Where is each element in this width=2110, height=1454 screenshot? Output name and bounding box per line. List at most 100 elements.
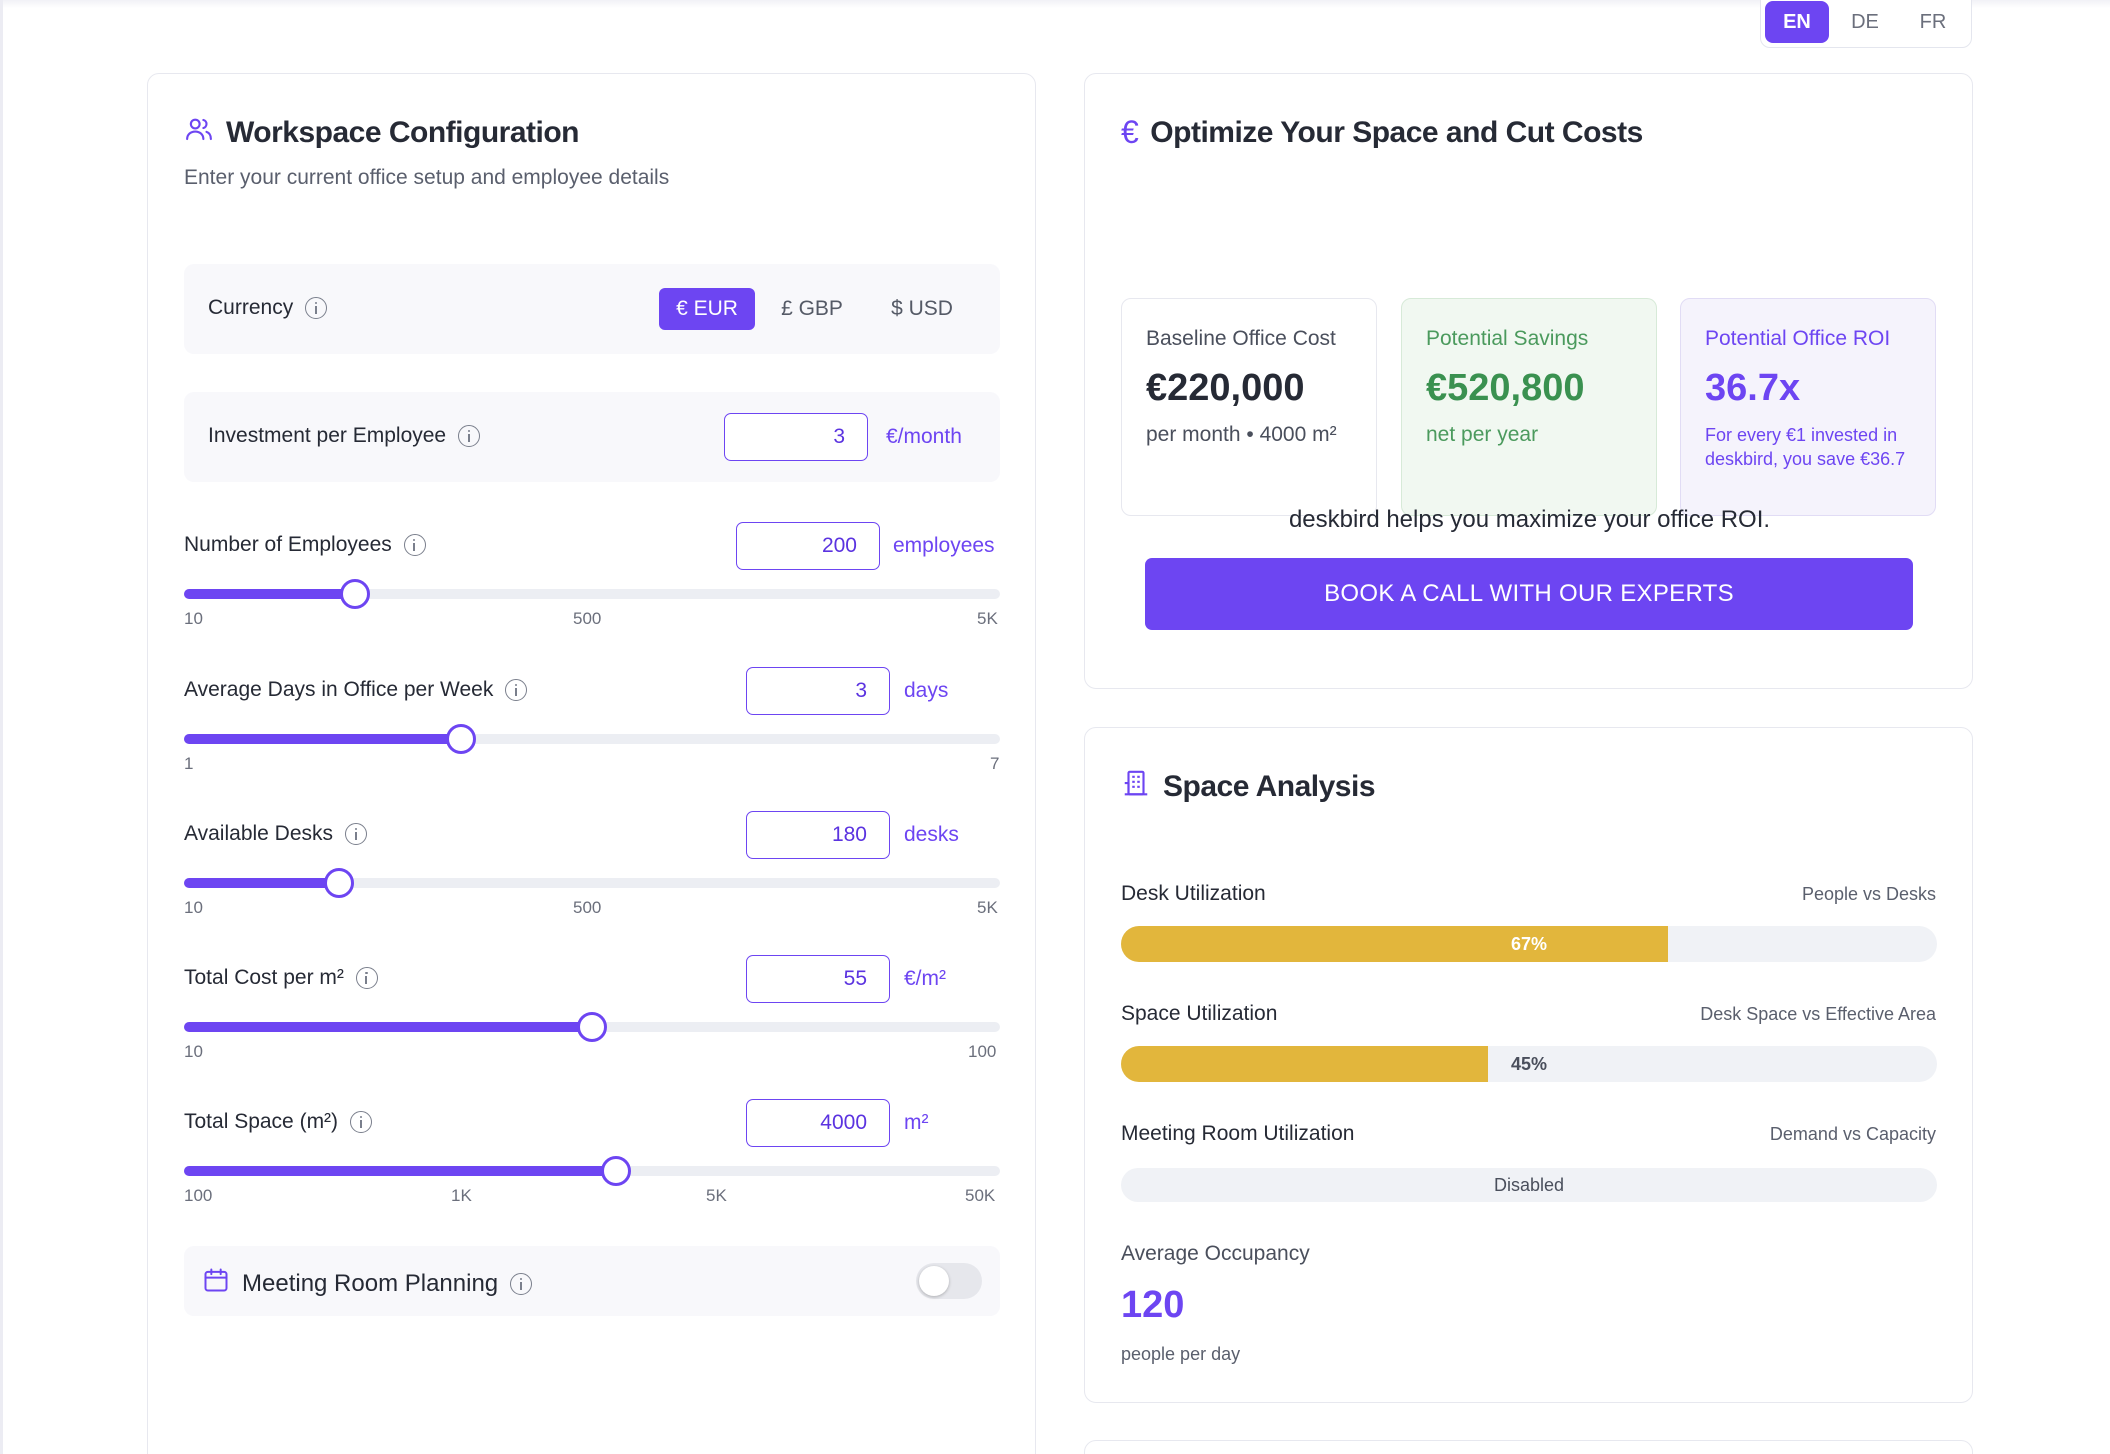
savings-sub: net per year (1426, 423, 1539, 446)
occupancy-sub: people per day (1121, 1344, 1241, 1364)
meeting-util-label: Meeting Room Utilization (1121, 1122, 1355, 1145)
desks-unit: desks (904, 823, 959, 846)
desks-label-text: Available Desks (184, 822, 334, 845)
space-label: Total Space (m²) (184, 1110, 373, 1134)
info-icon[interactable] (403, 534, 426, 556)
occupancy-value: 120 (1121, 1284, 1185, 1326)
meeting-room-panel: Meeting Room Planning (184, 1246, 1000, 1316)
next-card (1084, 1440, 1973, 1454)
currency-eur-button[interactable]: € EUR (659, 288, 755, 330)
cost-unit: €/m² (904, 967, 946, 990)
tick-label: 100 (968, 1042, 997, 1061)
space-util-percent: 45% (1510, 1054, 1548, 1074)
employees-slider-thumb[interactable] (340, 579, 371, 609)
cost-slider[interactable] (184, 1012, 1000, 1042)
analysis-title: Space Analysis (1121, 768, 1376, 806)
lang-en-button[interactable]: EN (1765, 1, 1829, 43)
tick-label: 500 (573, 898, 602, 917)
roi-sub: For every €1 invested in deskbird, you s… (1705, 425, 1906, 469)
days-unit: days (904, 679, 949, 702)
workspace-config-card: Workspace Configuration Enter your curre… (147, 73, 1036, 1454)
euro-icon: € (1121, 114, 1139, 150)
currency-gbp-button[interactable]: £ GBP (781, 297, 843, 320)
baseline-cost-card: Baseline Office Cost €220,000 per month … (1121, 298, 1377, 516)
tick-label: 5K (977, 609, 998, 628)
tick-label: 7 (990, 754, 1000, 773)
space-util-sub: Desk Space vs Effective Area (1700, 1004, 1936, 1024)
info-icon[interactable] (350, 1111, 373, 1133)
meeting-util-sub: Demand vs Capacity (1769, 1124, 1936, 1144)
config-title-text: Workspace Configuration (226, 116, 579, 149)
employees-slider-fill (184, 589, 356, 599)
users-icon (184, 114, 214, 152)
space-analysis-card: Space Analysis Desk Utilization People v… (1084, 727, 1973, 1403)
tick-label: 10 (184, 898, 203, 917)
roi-label: Potential Office ROI (1705, 327, 1891, 350)
desk-util-label: Desk Utilization (1121, 882, 1266, 905)
space-slider-thumb[interactable] (601, 1156, 632, 1186)
tick-label: 500 (573, 609, 602, 628)
meeting-room-label-text: Meeting Room Planning (242, 1269, 499, 1297)
investment-label: Investment per Employee (208, 424, 481, 448)
cost-input[interactable] (746, 955, 890, 1003)
tick-label: 5K (977, 898, 998, 917)
cost-label-text: Total Cost per m² (184, 966, 344, 989)
info-icon[interactable] (355, 967, 378, 989)
optimize-title: € Optimize Your Space and Cut Costs (1121, 114, 1643, 151)
optimize-title-text: Optimize Your Space and Cut Costs (1150, 115, 1643, 149)
days-slider[interactable] (184, 724, 1000, 754)
days-input[interactable] (746, 667, 890, 715)
employees-label-text: Number of Employees (184, 533, 392, 556)
potential-savings-card: Potential Savings €520,800 net per year (1401, 298, 1657, 516)
cost-slider-thumb[interactable] (577, 1012, 607, 1042)
book-call-button[interactable]: BOOK A CALL WITH OUR EXPERTS (1145, 558, 1913, 630)
info-icon[interactable] (510, 1272, 533, 1295)
investment-label-text: Investment per Employee (208, 424, 447, 447)
info-icon[interactable] (505, 679, 528, 701)
cost-label: Total Cost per m² (184, 966, 378, 990)
space-unit: m² (904, 1111, 929, 1134)
employees-input[interactable] (736, 522, 880, 570)
employees-label: Number of Employees (184, 533, 426, 557)
desks-slider-fill (184, 878, 340, 888)
desks-input[interactable] (746, 811, 890, 859)
info-icon[interactable] (345, 823, 368, 845)
space-input[interactable] (746, 1099, 890, 1147)
tick-label: 10 (184, 1042, 203, 1061)
space-util-bar-fill (1121, 1046, 1489, 1082)
days-label-text: Average Days in Office per Week (184, 678, 494, 701)
tick-label: 50K (965, 1186, 996, 1205)
space-label-text: Total Space (m²) (184, 1110, 339, 1133)
desk-util-percent: 67% (1510, 934, 1548, 954)
tick-label: 100 (184, 1186, 213, 1205)
baseline-sub: per month • 4000 m² (1146, 423, 1337, 446)
baseline-value: €220,000 (1146, 367, 1305, 409)
desks-slider[interactable] (184, 868, 1000, 898)
info-icon[interactable] (305, 297, 328, 319)
config-subtitle: Enter your current office setup and empl… (184, 166, 670, 189)
cta-text: deskbird helps you maximize your office … (1288, 506, 1771, 533)
currency-usd-button[interactable]: $ USD (891, 297, 953, 320)
tick-label: 1 (184, 754, 194, 773)
savings-value: €520,800 (1426, 367, 1585, 409)
savings-label: Potential Savings (1426, 327, 1589, 350)
lang-fr-button[interactable]: FR (1919, 10, 1947, 33)
space-slider[interactable] (184, 1156, 1000, 1186)
employees-slider[interactable] (184, 579, 1000, 609)
currency-panel: Currency € EUR £ GBP $ USD (184, 264, 1000, 354)
investment-input[interactable] (724, 413, 868, 461)
info-icon[interactable] (458, 425, 481, 447)
meeting-util-bar: Disabled (1121, 1168, 1937, 1202)
config-title: Workspace Configuration (184, 114, 579, 152)
toggle-knob (919, 1266, 949, 1296)
left-edge (0, 0, 3, 1454)
desks-slider-thumb[interactable] (324, 868, 355, 898)
days-slider-fill (184, 734, 462, 744)
baseline-label: Baseline Office Cost (1146, 327, 1336, 350)
tick-label: 5K (706, 1186, 727, 1205)
days-slider-thumb[interactable] (446, 724, 477, 754)
occupancy-label: Average Occupancy (1121, 1242, 1310, 1265)
meeting-room-toggle[interactable] (916, 1263, 982, 1299)
investment-panel: Investment per Employee €/month (184, 392, 1000, 482)
lang-de-button[interactable]: DE (1851, 10, 1879, 33)
